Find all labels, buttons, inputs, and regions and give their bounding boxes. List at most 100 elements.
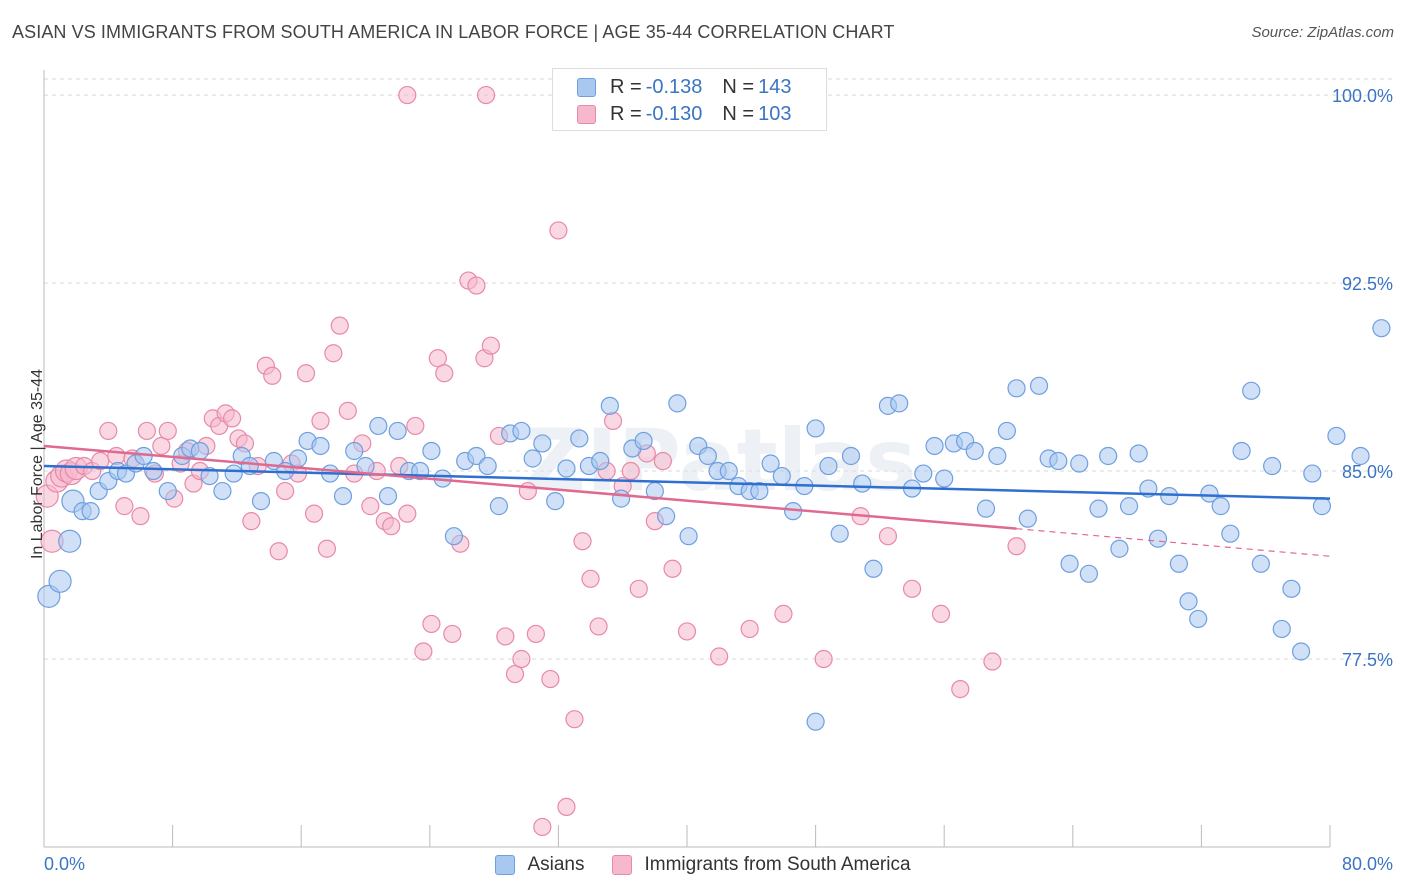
immigrants-point (222, 409, 242, 428)
immigrants-point (1007, 537, 1026, 556)
asians-point (1232, 441, 1251, 461)
immigrants-point (573, 532, 592, 551)
asians-point (719, 461, 738, 481)
immigrants-point (481, 336, 500, 355)
immigrants-point (382, 517, 401, 536)
asians-point (1089, 499, 1108, 518)
y-tick-labels: 77.5% 85.0% 92.5% 100.0% (1332, 86, 1393, 670)
asians-point (1160, 486, 1179, 506)
asians-point (1029, 376, 1049, 395)
immigrants-point (406, 416, 425, 436)
asians-point (1372, 319, 1391, 338)
immigrants-point (330, 316, 349, 335)
immigrants-point (663, 559, 682, 578)
asians-point (48, 569, 72, 593)
immigrants-point (931, 604, 951, 624)
asians-point (698, 446, 717, 466)
asians-point (853, 474, 872, 493)
immigrants-point (398, 504, 417, 523)
immigrants-point (951, 679, 970, 699)
asians-point (1351, 446, 1370, 466)
immigrants-point (549, 221, 568, 240)
immigrants-trend-line (43, 444, 1017, 530)
asians-point (890, 394, 909, 413)
stats-legend: R = -0.138 N = 143 R = -0.130 N = 103 (552, 68, 827, 131)
chart-title: ASIAN VS IMMIGRANTS FROM SOUTH AMERICA I… (12, 22, 895, 42)
asians-point (925, 436, 944, 456)
y-tick-label: 92.5% (1342, 274, 1393, 294)
n-value: 143 (758, 75, 792, 98)
asians-point (1049, 451, 1068, 471)
asians-point (997, 421, 1016, 441)
immigrants-trend-extension (1016, 528, 1331, 557)
immigrants-point (983, 652, 1002, 671)
asians-point (772, 466, 791, 486)
asians-trend-line (43, 464, 1331, 500)
immigrants-point (137, 421, 156, 441)
asians-point (144, 461, 163, 481)
stats-row-asians: R = -0.138 N = 143 (577, 75, 791, 99)
immigrants-legend-swatch (612, 855, 633, 875)
y-tick-label: 100.0% (1332, 86, 1393, 106)
asians-point (570, 429, 589, 448)
y-axis-label: In Labor Force | Age 35-44 (29, 368, 46, 560)
asians-point (1018, 509, 1037, 528)
series-legend: Asians Immigrants from South America (0, 852, 1406, 878)
immigrants-point (435, 364, 454, 383)
series-immigrants-south-america (35, 85, 1026, 837)
immigrants-point (589, 617, 608, 636)
immigrants-point (541, 669, 560, 689)
asians-point (1129, 444, 1148, 463)
immigrants-point (115, 497, 134, 516)
asians-point (935, 469, 954, 488)
r-label: R = (610, 102, 642, 125)
immigrants-point (621, 461, 640, 481)
legend-label-immigrants: Immigrants from South America (644, 854, 911, 875)
immigrants-point (361, 497, 380, 516)
asians-point (806, 712, 825, 731)
asians-point (806, 419, 825, 438)
n-label: N = (722, 102, 755, 125)
asians-point (841, 446, 861, 466)
asians-point (1291, 642, 1311, 661)
immigrants-point (99, 421, 118, 441)
asians-point (1099, 446, 1118, 466)
immigrants-point (296, 364, 316, 383)
asians-point (1079, 564, 1098, 583)
asians-point (1007, 379, 1026, 398)
n-label: N = (722, 75, 755, 98)
immigrants-point (677, 622, 697, 641)
immigrants-point (476, 85, 496, 105)
immigrants-point (317, 539, 337, 558)
immigrants-point (338, 401, 357, 420)
asians-point (546, 492, 565, 511)
asians-point (190, 441, 210, 461)
asians-point (1179, 592, 1198, 611)
series-asians (37, 319, 1391, 731)
asians-point (965, 441, 984, 461)
immigrants-point (533, 817, 552, 837)
asians-point (1327, 426, 1346, 446)
asians-point (611, 489, 631, 508)
immigrants-point (653, 451, 672, 471)
asians-point (668, 394, 687, 413)
immigrants-point (304, 504, 324, 523)
asians-point (1312, 497, 1332, 516)
immigrants-point (131, 507, 150, 526)
immigrants-point (603, 411, 623, 431)
asians-point (864, 559, 883, 578)
asians-point (591, 451, 610, 471)
asians-point (533, 434, 552, 453)
asians-point (634, 431, 653, 451)
y-tick-label: 85.0% (1342, 462, 1393, 482)
immigrants-swatch (577, 104, 596, 124)
y-tick-label: 77.5% (1342, 650, 1393, 670)
immigrants-point (158, 421, 177, 441)
asians-point (158, 481, 177, 501)
immigrants-point (902, 579, 922, 598)
asians-point (58, 529, 82, 553)
asians-point (1189, 609, 1208, 629)
asians-point (1148, 529, 1168, 548)
immigrants-point (629, 579, 648, 598)
asians-point (1169, 554, 1188, 573)
